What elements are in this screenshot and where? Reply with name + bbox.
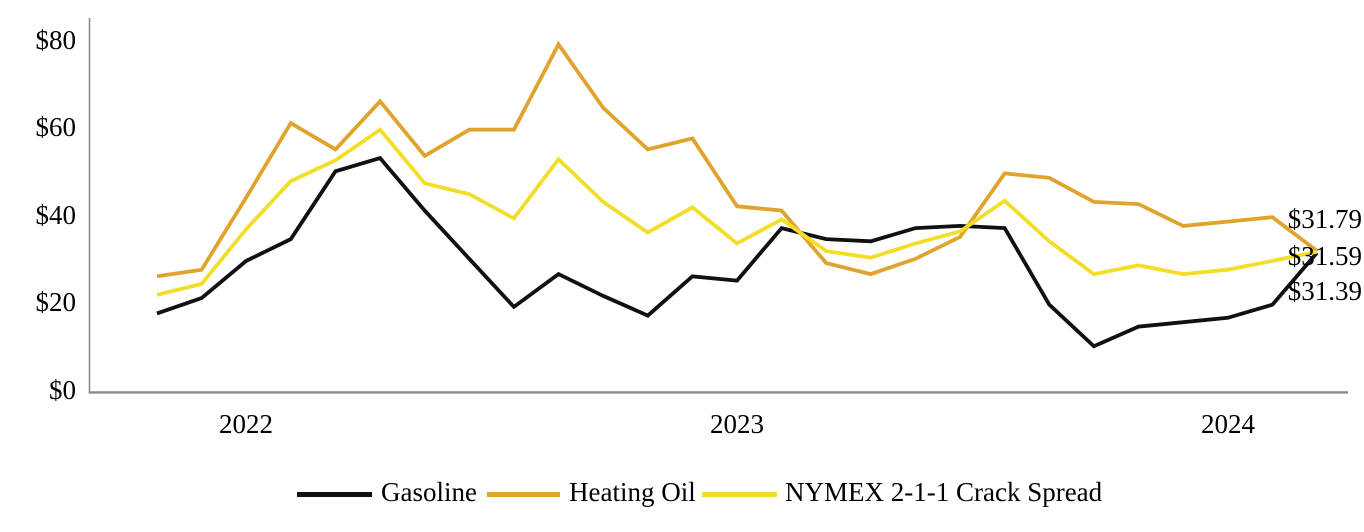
legend-swatch-gasoline bbox=[297, 492, 372, 497]
heating-oil-line bbox=[156, 40, 1319, 279]
y-tick-label-0: $0 bbox=[49, 374, 76, 405]
x-tick-label-2023: 2023 bbox=[710, 409, 764, 439]
y-tick-label-60: $60 bbox=[35, 112, 77, 142]
end-label-gasoline: $31.39 bbox=[1287, 275, 1362, 306]
end-label-crack-spread: $31.59 bbox=[1287, 240, 1362, 271]
y-tick-label-80: $80 bbox=[35, 24, 77, 55]
nymex-2-1-1-crack-spread-line bbox=[156, 127, 1318, 297]
x-tick-label-2024: 2024 bbox=[1201, 409, 1255, 439]
y-tick-label-20: $20 bbox=[35, 287, 77, 317]
y-tick-label-40: $40 bbox=[35, 199, 77, 230]
legend-label-gasoline: Gasoline bbox=[381, 477, 477, 507]
end-label-heating-oil: $31.79 bbox=[1287, 203, 1362, 234]
series-lines bbox=[156, 40, 1319, 349]
x-tick-label-2022: 2022 bbox=[219, 409, 273, 439]
legend-swatch-crack-spread bbox=[702, 492, 777, 497]
legend-label-heating-oil: Heating Oil bbox=[569, 477, 696, 507]
gasoline-line bbox=[156, 155, 1319, 349]
legend-swatch-heating-oil bbox=[487, 492, 560, 497]
legend-label-crack-spread: NYMEX 2-1-1 Crack Spread bbox=[785, 477, 1103, 507]
